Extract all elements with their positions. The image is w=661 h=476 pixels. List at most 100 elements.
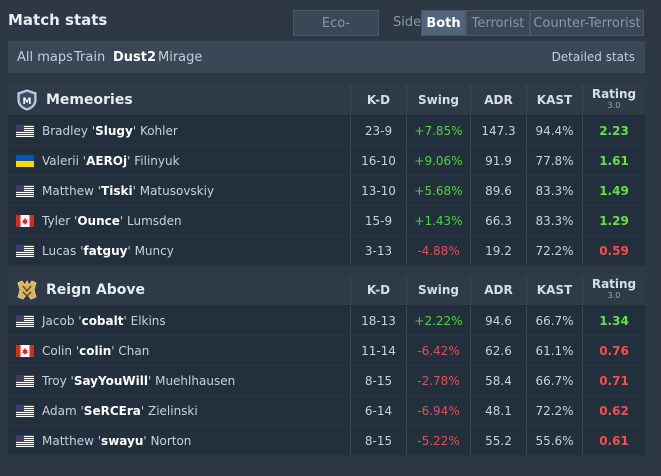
player-nickname: cobalt xyxy=(81,313,124,328)
player-name-cell[interactable]: Lucas ' fatguy ' Muncy xyxy=(8,236,350,265)
map-tab-mirage[interactable]: Mirage xyxy=(158,50,203,65)
player-name[interactable]: Valerii ' AEROj ' Filinyuk xyxy=(16,154,180,168)
player-name-cell[interactable]: Valerii ' AEROj ' Filinyuk xyxy=(8,146,350,175)
map-tab-train[interactable]: Train xyxy=(74,50,106,65)
player-name[interactable]: Colin ' colin ' Chan xyxy=(16,344,149,358)
player-name[interactable]: Matthew ' Tiski ' Matusovskiy xyxy=(16,184,214,198)
adr-cell: 55.2 xyxy=(470,426,526,455)
col-swing-header[interactable]: Swing xyxy=(406,84,470,115)
player-first-name: Lucas xyxy=(42,243,77,258)
map-tab-dust2[interactable]: Dust2 xyxy=(113,50,157,65)
player-last-name: Chan xyxy=(118,343,150,358)
map-tab-all[interactable]: All maps xyxy=(17,50,73,65)
swing-cell: -6.42% xyxy=(406,336,470,365)
kast-cell: 61.1% xyxy=(526,336,582,365)
player-name-cell[interactable]: Adam ' SeRCEra ' Zielinski xyxy=(8,396,350,425)
player-name[interactable]: Bradley ' Slugy ' Kohler xyxy=(16,124,178,138)
kast-cell: 66.7% xyxy=(526,366,582,395)
player-first-name: Matthew xyxy=(42,433,94,448)
us-flag-icon xyxy=(16,244,34,257)
ca-flag-icon xyxy=(16,344,34,357)
player-last-name: Muehlhausen xyxy=(155,373,236,388)
player-first-name: Colin xyxy=(42,343,72,358)
rating-cell: 0.76 xyxy=(582,336,645,365)
player-row[interactable]: Colin ' colin ' Chan 11-14 -6.42% 62.6 61.1% 0.… xyxy=(8,336,645,366)
kd-cell: 15-9 xyxy=(350,206,406,235)
rating-cell: 0.61 xyxy=(582,426,645,455)
adr-cell: 147.3 xyxy=(470,116,526,145)
swing-cell: -4.88% xyxy=(406,236,470,265)
team-name-cell: Reign Above xyxy=(8,274,350,305)
swing-cell: +2.22% xyxy=(406,306,470,335)
side-ct-button[interactable]: Counter-Terrorist xyxy=(530,10,644,36)
player-name[interactable]: Troy ' SayYouWill ' Muehlhausen xyxy=(16,374,235,388)
kd-cell: 23-9 xyxy=(350,116,406,145)
player-nickname: AEROj xyxy=(86,153,128,168)
team-header-row: Reign Above K-D Swing ADR KAST Rating 3.… xyxy=(8,274,645,306)
col-adr-header[interactable]: ADR xyxy=(470,274,526,305)
rating-cell: 0.59 xyxy=(582,236,645,265)
team-table: M Memeories K-D Swing ADR KAST Rating 3.… xyxy=(8,84,645,266)
swing-cell: -5.22% xyxy=(406,426,470,455)
rating-version: 3.0 xyxy=(607,100,621,110)
us-flag-icon xyxy=(16,184,34,197)
map-filter-bar: All maps Train Dust2 Mirage Detailed sta… xyxy=(8,41,645,73)
side-both-button[interactable]: Both xyxy=(421,10,466,36)
player-last-name: Zielinski xyxy=(147,403,198,418)
col-kd-header[interactable]: K-D xyxy=(350,84,406,115)
player-name-cell[interactable]: Matthew ' swayu ' Norton xyxy=(8,426,350,455)
player-row[interactable]: Lucas ' fatguy ' Muncy 3-13 -4.88% 19.2 72.2% 0… xyxy=(8,236,645,266)
player-row[interactable]: Jacob ' cobalt ' Elkins 18-13 +2.22% 94.6 66.7… xyxy=(8,306,645,336)
player-name-cell[interactable]: Tyler ' Ounce ' Lumsden xyxy=(8,206,350,235)
ca-flag-icon xyxy=(16,214,34,227)
player-row[interactable]: Tyler ' Ounce ' Lumsden 15-9 +1.43% 66.3 83.3%… xyxy=(8,206,645,236)
kd-cell: 13-10 xyxy=(350,176,406,205)
player-rows: Bradley ' Slugy ' Kohler 23-9 +7.85% 147.3 94.… xyxy=(8,116,645,266)
side-terrorist-button[interactable]: Terrorist xyxy=(466,10,530,36)
kast-cell: 72.2% xyxy=(526,236,582,265)
team-name-cell: M Memeories xyxy=(8,84,350,115)
eco-adjusted-toggle[interactable]: Eco-adjusted xyxy=(293,10,379,57)
player-name[interactable]: Matthew ' swayu ' Norton xyxy=(16,434,191,448)
detailed-stats-link[interactable]: Detailed stats xyxy=(551,50,635,64)
player-row[interactable]: Matthew ' swayu ' Norton 8-15 -5.22% 55.2 55.6… xyxy=(8,426,645,456)
col-rating-header[interactable]: Rating 3.0 xyxy=(582,84,645,115)
rating-cell: 2.23 xyxy=(582,116,645,145)
player-name[interactable]: Lucas ' fatguy ' Muncy xyxy=(16,244,174,258)
us-flag-icon xyxy=(16,374,34,387)
player-last-name: Elkins xyxy=(130,313,166,328)
player-first-name: Valerii xyxy=(42,153,79,168)
kast-cell: 72.2% xyxy=(526,396,582,425)
rating-cell: 1.49 xyxy=(582,176,645,205)
team-header-row: M Memeories K-D Swing ADR KAST Rating 3.… xyxy=(8,84,645,116)
player-last-name: Filinyuk xyxy=(134,153,180,168)
rating-cell: 1.61 xyxy=(582,146,645,175)
player-row[interactable]: Matthew ' Tiski ' Matusovskiy 13-10 +5.68% 89… xyxy=(8,176,645,206)
player-row[interactable]: Adam ' SeRCEra ' Zielinski 6-14 -6.94% 48.1 72… xyxy=(8,396,645,426)
col-kast-header[interactable]: KAST xyxy=(526,84,582,115)
player-row[interactable]: Bradley ' Slugy ' Kohler 23-9 +7.85% 147.3 94.… xyxy=(8,116,645,146)
player-row[interactable]: Troy ' SayYouWill ' Muehlhausen 8-15 -2.78% 5… xyxy=(8,366,645,396)
player-name[interactable]: Adam ' SeRCEra ' Zielinski xyxy=(16,404,198,418)
rating-cell: 0.62 xyxy=(582,396,645,425)
kast-cell: 83.3% xyxy=(526,206,582,235)
player-name-cell[interactable]: Jacob ' cobalt ' Elkins xyxy=(8,306,350,335)
col-kast-header[interactable]: KAST xyxy=(526,274,582,305)
player-row[interactable]: Valerii ' AEROj ' Filinyuk 16-10 +9.06% 91.9 7… xyxy=(8,146,645,176)
player-name[interactable]: Jacob ' cobalt ' Elkins xyxy=(16,314,166,328)
adr-cell: 94.6 xyxy=(470,306,526,335)
col-adr-header[interactable]: ADR xyxy=(470,84,526,115)
col-kd-header[interactable]: K-D xyxy=(350,274,406,305)
player-name-cell[interactable]: Bradley ' Slugy ' Kohler xyxy=(8,116,350,145)
player-first-name: Adam xyxy=(42,403,77,418)
col-swing-header[interactable]: Swing xyxy=(406,274,470,305)
col-rating-header[interactable]: Rating 3.0 xyxy=(582,274,645,305)
team-name: Reign Above xyxy=(46,281,146,298)
kd-cell: 8-15 xyxy=(350,426,406,455)
player-name[interactable]: Tyler ' Ounce ' Lumsden xyxy=(16,214,182,228)
player-name-cell[interactable]: Troy ' SayYouWill ' Muehlhausen xyxy=(8,366,350,395)
player-name-cell[interactable]: Colin ' colin ' Chan xyxy=(8,336,350,365)
memeories-shield-logo-icon: M xyxy=(17,88,37,111)
rating-cell: 0.71 xyxy=(582,366,645,395)
player-name-cell[interactable]: Matthew ' Tiski ' Matusovskiy xyxy=(8,176,350,205)
